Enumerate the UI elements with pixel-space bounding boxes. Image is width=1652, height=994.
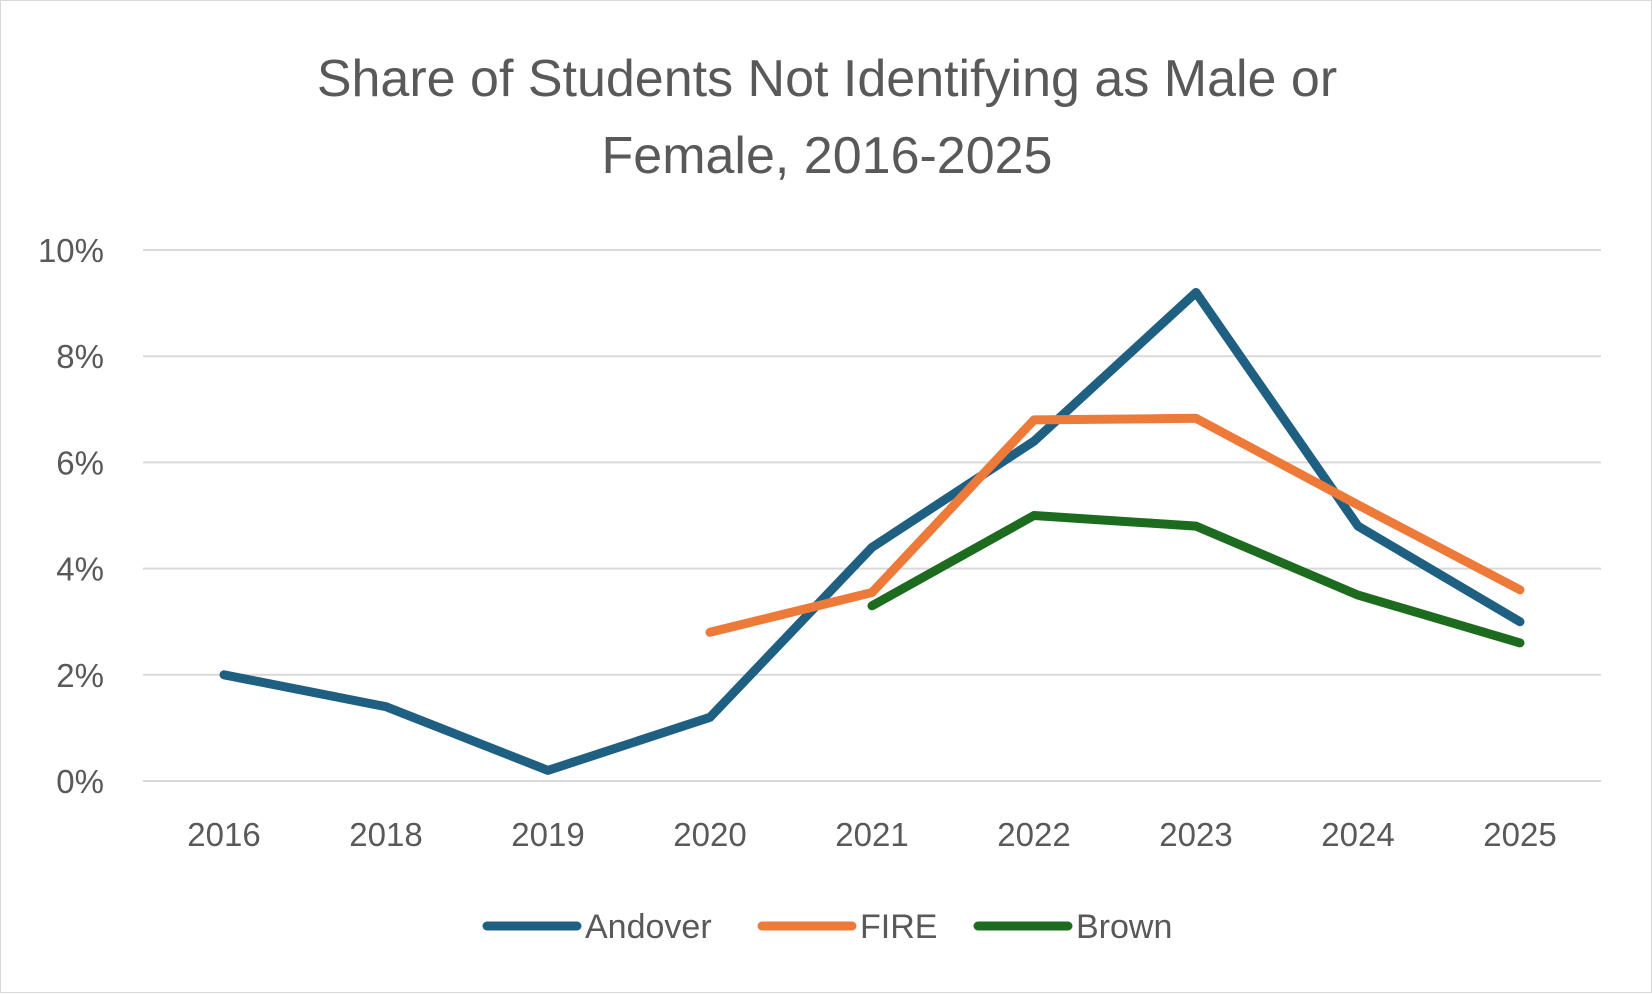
legend-label: Andover [585, 908, 712, 946]
chart-title-line-2: Female, 2016-2025 [602, 127, 1053, 185]
x-tick-label: 2016 [187, 816, 260, 853]
x-tick-label: 2019 [511, 816, 584, 853]
x-tick-label: 2025 [1483, 816, 1556, 853]
y-tick-label: 2% [56, 657, 104, 694]
y-tick-label: 4% [56, 551, 104, 588]
series-lines [224, 292, 1520, 770]
legend-item-andover: Andover [487, 908, 712, 946]
legend: Andover FIRE Brown [487, 908, 1172, 946]
x-tick-label: 2021 [835, 816, 908, 853]
series-line-andover [224, 293, 1520, 771]
chart-title-line-1: Share of Students Not Identifying as Mal… [317, 50, 1337, 108]
legend-label: Brown [1076, 908, 1172, 946]
y-tick-label: 10% [38, 232, 104, 269]
y-tick-label: 8% [56, 338, 104, 375]
x-axis-ticks: 2016 2018 2019 2020 2021 2022 2023 2024 2025 [187, 816, 1556, 853]
x-tick-label: 2018 [349, 816, 422, 853]
x-tick-label: 2024 [1321, 816, 1394, 853]
y-tick-label: 0% [56, 763, 104, 800]
legend-label: FIRE [860, 908, 937, 946]
x-tick-label: 2020 [673, 816, 746, 853]
y-tick-label: 6% [56, 444, 104, 481]
y-axis-ticks: 0% 2% 4% 6% 8% 10% [38, 232, 104, 800]
x-tick-label: 2023 [1159, 816, 1232, 853]
legend-item-fire: FIRE [762, 908, 937, 946]
x-tick-label: 2022 [997, 816, 1070, 853]
legend-item-brown: Brown [978, 908, 1172, 946]
